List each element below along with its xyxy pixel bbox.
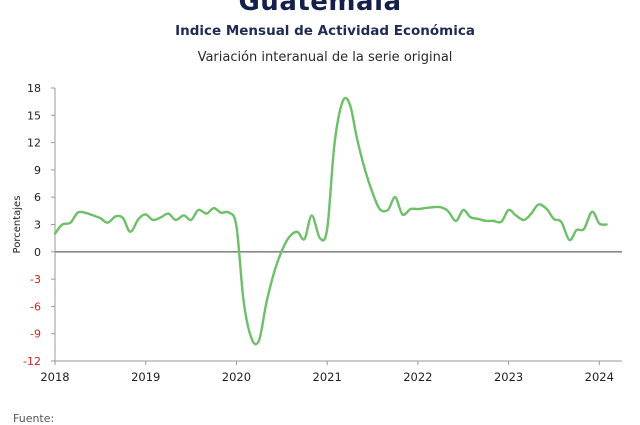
y-tick-label: -9 xyxy=(30,328,41,341)
x-tick-label: 2021 xyxy=(313,370,342,384)
series-line-0 xyxy=(53,96,608,346)
x-tick-label: 2020 xyxy=(222,370,251,384)
x-tick-label: 2022 xyxy=(403,370,432,384)
chart-title: Indice Mensual de Actividad Económica xyxy=(175,23,475,39)
y-tick-label: 6 xyxy=(34,191,41,204)
y-tick-label: -3 xyxy=(30,273,41,286)
x-tick-label: 2019 xyxy=(131,370,160,384)
y-tick-label: 3 xyxy=(34,219,41,232)
y-tick-label: -12 xyxy=(23,355,41,368)
y-tick-label: 18 xyxy=(27,82,41,95)
chart-subtitle: Variación interanual de la serie origina… xyxy=(197,50,453,65)
y-tick-label: 0 xyxy=(34,246,41,259)
x-tick-label: 2023 xyxy=(494,370,523,384)
y-tick-label: 15 xyxy=(27,109,41,122)
y-tick-label: 9 xyxy=(34,164,41,177)
source-label: Fuente: xyxy=(13,412,55,425)
x-tick-label: 2018 xyxy=(40,370,69,384)
country-title: Guatemala xyxy=(238,0,402,17)
y-axis-label: Porcentajes xyxy=(12,196,23,254)
y-tick-label: 12 xyxy=(27,137,41,150)
x-tick-label: 2024 xyxy=(585,370,614,384)
y-tick-label: -6 xyxy=(30,300,41,313)
